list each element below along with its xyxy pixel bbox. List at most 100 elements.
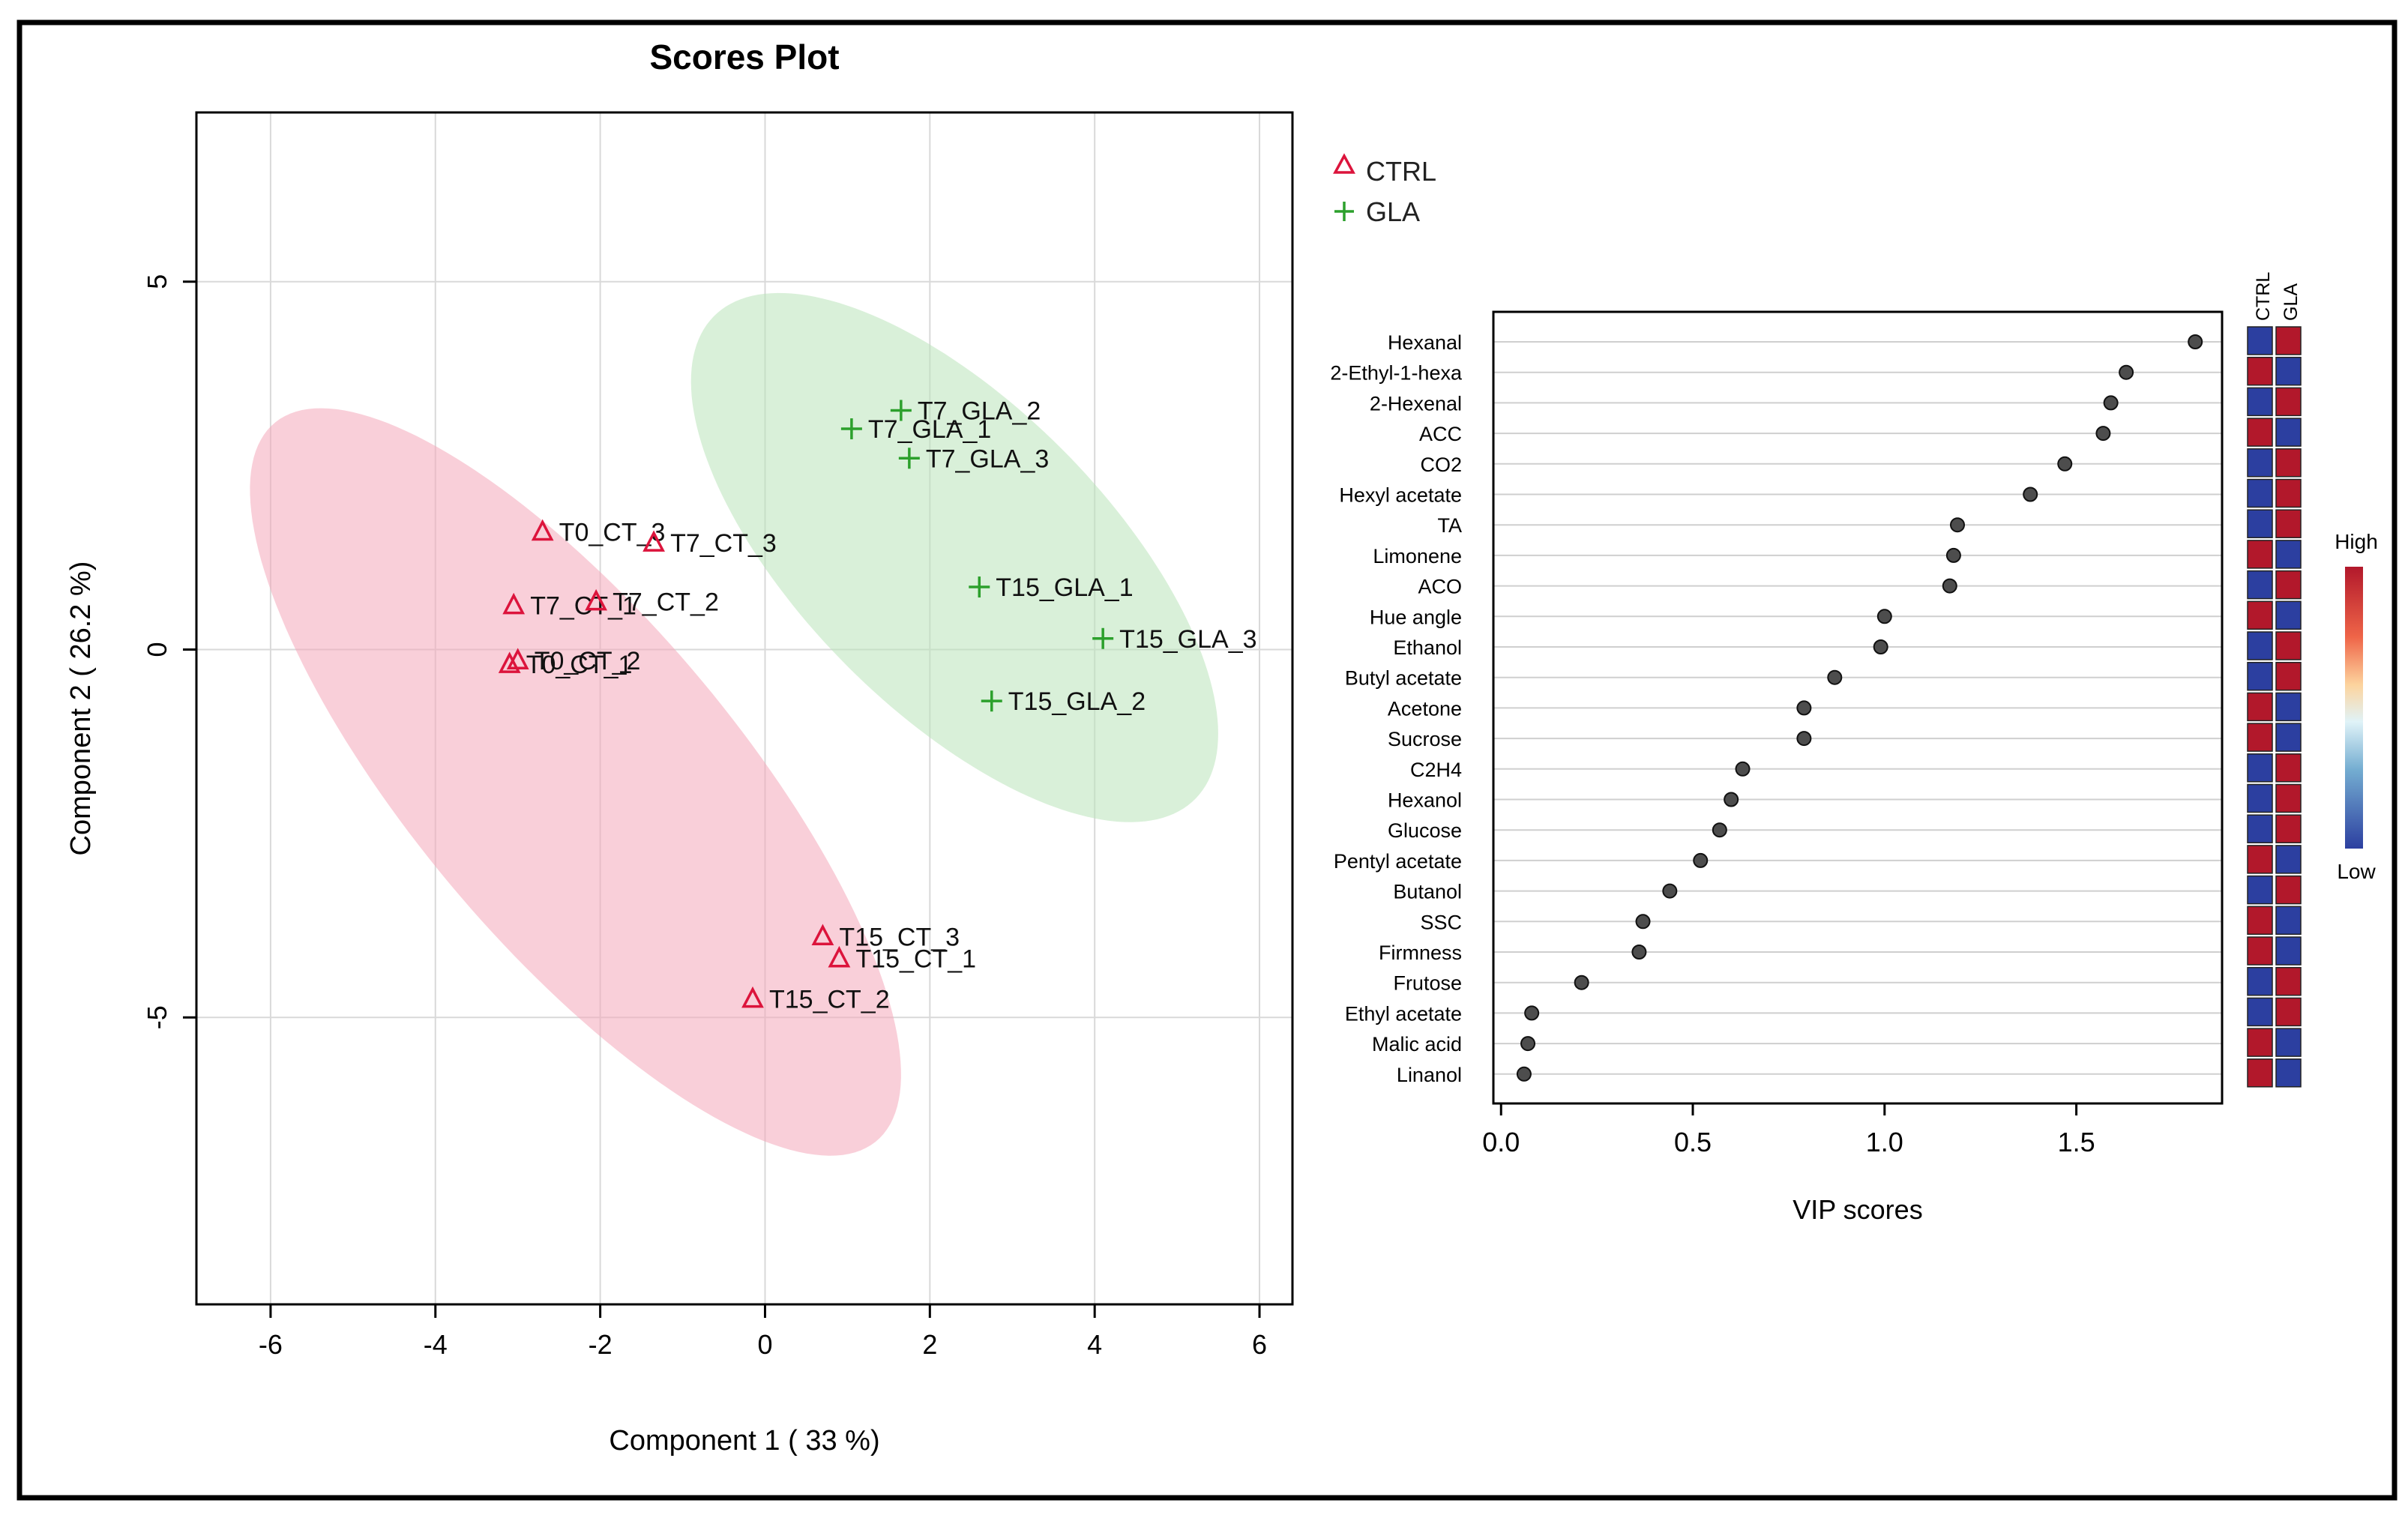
point-label: T15_CT_2 bbox=[769, 986, 890, 1014]
legend-gla-label: GLA bbox=[1366, 196, 1420, 227]
vip-feature-label-ta: TA bbox=[1438, 514, 1463, 537]
heatmap-cell-firmness-ctrl bbox=[2247, 936, 2273, 966]
heatmap-cell-2-hexenal-gla bbox=[2275, 387, 2302, 417]
heatmap-cell-hexanol-ctrl bbox=[2247, 783, 2273, 813]
heatmap-cell-co2-gla bbox=[2275, 448, 2302, 478]
triangle-marker bbox=[498, 651, 521, 673]
heatmap-cell-malic-acid-ctrl bbox=[2247, 1028, 2273, 1057]
vip-point-firmness bbox=[1631, 945, 1647, 960]
heatmap-cell-glucose-gla bbox=[2275, 814, 2302, 843]
vip-feature-label-ethanol: Ethanol bbox=[1393, 636, 1462, 659]
heatmap-cell-ethanol-ctrl bbox=[2247, 631, 2273, 660]
heatmap-cell-butyl-acetate-gla bbox=[2275, 661, 2302, 691]
scores-plot-area bbox=[195, 111, 1294, 1306]
point-label: T15_CT_1 bbox=[855, 945, 976, 974]
point-label: T15_GLA_1 bbox=[996, 573, 1133, 602]
heatmap-cell-c2h4-ctrl bbox=[2247, 753, 2273, 783]
point-t7-ct-3: T7_CT_3 bbox=[642, 529, 777, 558]
heatmap-cell-ta-gla bbox=[2275, 509, 2302, 538]
point-t15-gla-2: T15_GLA_2 bbox=[981, 687, 1146, 716]
vip-feature-label-firmness: Firmness bbox=[1379, 942, 1462, 964]
heatmap-cell-acc-gla bbox=[2275, 418, 2302, 447]
vip-points bbox=[1516, 334, 2203, 1082]
vip-heatmap bbox=[2247, 326, 2302, 1088]
heatmap-cell-butyl-acetate-ctrl bbox=[2247, 661, 2273, 691]
heatmap-cell-firmness-gla bbox=[2275, 936, 2302, 966]
vip-feature-label-limonene: Limonene bbox=[1373, 545, 1462, 567]
vip-feature-label-aco: ACO bbox=[1418, 576, 1462, 598]
heatmap-cell-frutose-gla bbox=[2275, 966, 2302, 996]
heatmap-cell-hexyl-acetate-gla bbox=[2275, 478, 2302, 508]
vip-point-hexyl-acetate bbox=[2023, 487, 2038, 502]
heatmap-cell-acetone-ctrl bbox=[2247, 692, 2273, 722]
legend-gla-plus-icon bbox=[1334, 202, 1354, 221]
vip-point-pentyl-acetate bbox=[1693, 852, 1709, 868]
point-t7-gla-2: T7_GLA_2 bbox=[890, 397, 1041, 426]
point-t7-ct-1: T7_CT_1 bbox=[502, 592, 636, 621]
scores-x-axis-label: Component 1 ( 33 %) bbox=[609, 1425, 879, 1457]
point-t7-gla-3: T7_GLA_3 bbox=[898, 445, 1049, 473]
scores-x-tick-label: 6 bbox=[1252, 1329, 1267, 1360]
vip-x-tick-label: 0.0 bbox=[1482, 1127, 1520, 1157]
point-label: T15_GLA_3 bbox=[1119, 625, 1256, 654]
scores-x-tick-label: -2 bbox=[589, 1329, 612, 1360]
vip-feature-label-hexyl-acetate: Hexyl acetate bbox=[1339, 484, 1462, 507]
heatmap-column-label-gla: GLA bbox=[2281, 283, 2302, 321]
point-t7-ct-2: T7_CT_2 bbox=[585, 588, 719, 617]
scores-plot-title: Scores Plot bbox=[649, 37, 839, 76]
scores-legend: CTRL GLA bbox=[1333, 153, 1436, 227]
point-label: T7_GLA_1 bbox=[868, 415, 991, 444]
vip-feature-label-c2h4: C2H4 bbox=[1410, 759, 1462, 781]
colorbar-high-label: High bbox=[2335, 530, 2378, 553]
vip-feature-label-ssc: SSC bbox=[1420, 911, 1462, 933]
vip-feature-label-sucrose: Sucrose bbox=[1388, 728, 1462, 750]
heatmap-cell-2-ethyl-1-hexa-ctrl bbox=[2247, 356, 2273, 386]
heatmap-cell-sucrose-ctrl bbox=[2247, 723, 2273, 752]
scores-x-axis: -6 -4 -2 0 2 4 6 bbox=[259, 1304, 1267, 1360]
triangle-marker bbox=[502, 592, 526, 615]
heatmap-cell-butanol-ctrl bbox=[2247, 875, 2273, 905]
vip-feature-label-acetone: Acetone bbox=[1388, 697, 1462, 720]
heatmap-cell-ethyl-acetate-gla bbox=[2275, 997, 2302, 1027]
vip-plot-area bbox=[1492, 310, 2224, 1105]
vip-point-limonene bbox=[1945, 547, 1961, 563]
heatmap-cell-ssc-ctrl bbox=[2247, 906, 2273, 936]
point-label: T0_CT_1 bbox=[526, 651, 633, 679]
vip-point-acc bbox=[2095, 426, 2111, 442]
scores-y-tick-label: 5 bbox=[142, 274, 172, 289]
legend-ctrl-label: CTRL bbox=[1366, 156, 1436, 187]
vip-feature-label-2-hexenal: 2-Hexenal bbox=[1370, 392, 1462, 415]
ellipse-ctrl bbox=[250, 408, 901, 1156]
vip-point-ta bbox=[1950, 517, 1966, 533]
vip-point-2-ethyl-1-hexa bbox=[2119, 364, 2134, 380]
vip-feature-label-linanol: Linanol bbox=[1397, 1064, 1462, 1086]
vip-point-co2 bbox=[2057, 456, 2073, 472]
scores-x-tick-label: -4 bbox=[424, 1329, 448, 1360]
vip-x-tick-label: 1.5 bbox=[2058, 1127, 2095, 1157]
scores-y-tick-label: -5 bbox=[142, 1005, 172, 1029]
point-t0-ct-1: T0_CT_1 bbox=[498, 651, 633, 679]
heatmap-cell-aco-gla bbox=[2275, 570, 2302, 600]
vip-feature-label-co2: CO2 bbox=[1420, 454, 1462, 476]
vip-point-hexanal bbox=[2188, 334, 2203, 349]
heatmap-cell-ta-ctrl bbox=[2247, 509, 2273, 538]
point-label: T15_CT_3 bbox=[839, 923, 960, 951]
scores-y-tick-label: 0 bbox=[142, 642, 172, 657]
vip-point-aco bbox=[1942, 578, 1957, 594]
heatmap-column-label-ctrl: CTRL bbox=[2253, 272, 2274, 321]
heatmap-cell-pentyl-acetate-ctrl bbox=[2247, 845, 2273, 874]
heatmap-cell-hexyl-acetate-ctrl bbox=[2247, 478, 2273, 508]
point-label: T7_GLA_3 bbox=[926, 445, 1049, 473]
colorbar-low-label: Low bbox=[2337, 860, 2376, 883]
triangle-marker bbox=[828, 945, 851, 968]
scores-y-axis-label: Component 2 ( 26.2 %) bbox=[65, 561, 97, 856]
point-label: T0_CT_3 bbox=[559, 518, 666, 546]
triangle-marker bbox=[741, 986, 764, 1008]
point-t0-ct-2: T0_CT_2 bbox=[506, 647, 640, 675]
point-label: T7_GLA_2 bbox=[918, 397, 1041, 426]
heatmap-cell-ssc-gla bbox=[2275, 906, 2302, 936]
vip-feature-label-2-ethyl-1-hexa: 2-Ethyl-1-hexa bbox=[1330, 362, 1463, 385]
point-label: T7_CT_3 bbox=[670, 529, 777, 558]
heatmap-cell-co2-ctrl bbox=[2247, 448, 2273, 478]
vip-feature-label-acc: ACC bbox=[1419, 423, 1462, 445]
